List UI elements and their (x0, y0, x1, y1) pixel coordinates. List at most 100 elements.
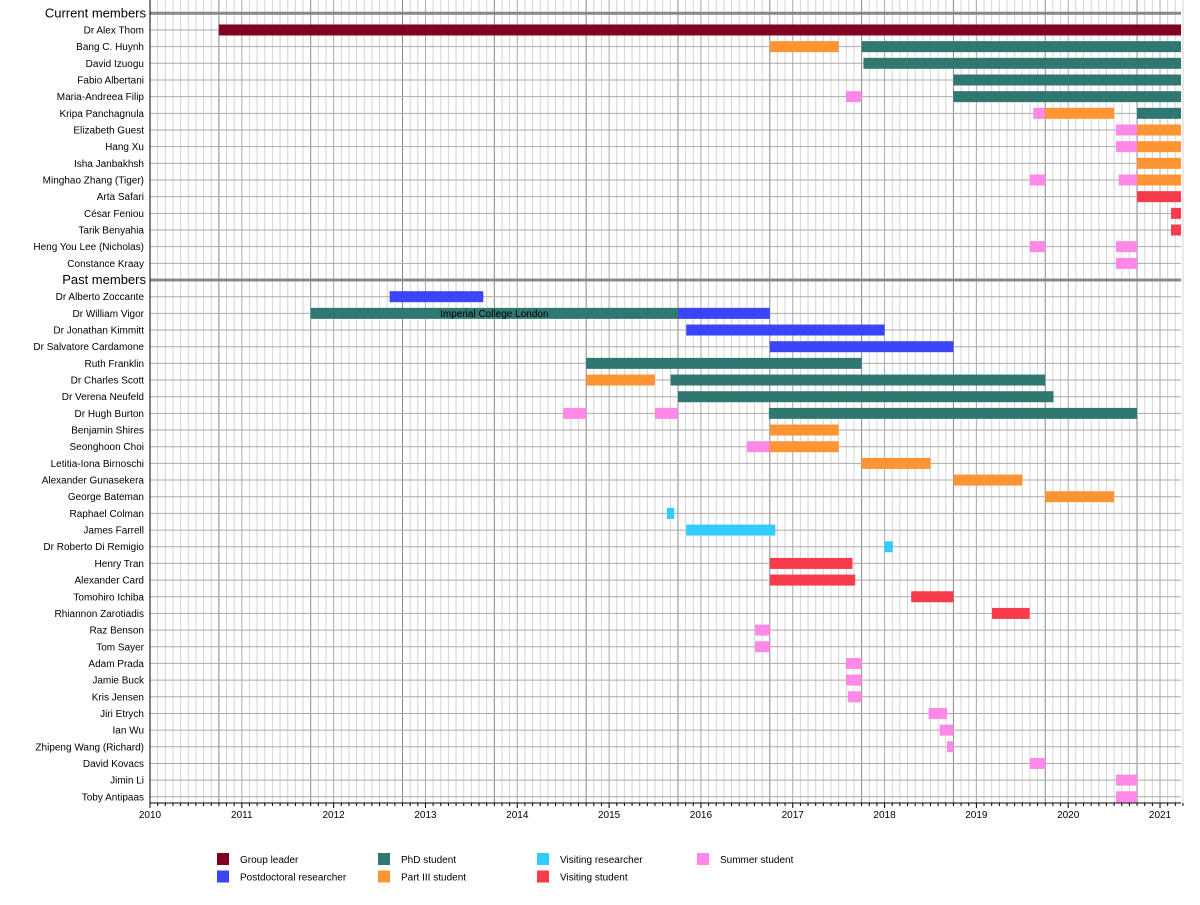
member-name: César Feniou (84, 209, 144, 220)
bar-visiting-researcher (686, 524, 776, 536)
member-name: Letitia-Iona Birnoschi (51, 459, 144, 470)
bar-part3 (1045, 491, 1115, 503)
member-name: Adam Prada (88, 659, 144, 670)
member-name: George Bateman (68, 492, 144, 503)
member-name: Jamie Buck (92, 676, 145, 687)
member-name: James Farrell (83, 526, 144, 537)
bar-summer (1115, 141, 1138, 153)
bar-phd (310, 307, 678, 319)
bar-summer (755, 641, 770, 653)
legend-swatch-visiting-student (537, 870, 549, 883)
member-name: Henry Tran (95, 559, 144, 570)
x-tick-label: 2010 (139, 810, 162, 821)
legend-swatch-postdoc (217, 870, 229, 883)
bar-summer (1115, 124, 1138, 136)
bar-visiting-student (769, 557, 853, 569)
x-tick-label: 2011 (231, 810, 253, 821)
legend-swatch-group-leader (217, 853, 229, 865)
bar-part3 (953, 474, 1023, 486)
bar-part3 (1137, 141, 1181, 153)
bar-phd (861, 41, 1181, 53)
legend-label: Visiting researcher (560, 855, 643, 866)
legend-label: Postdoctoral researcher (240, 873, 347, 884)
bar-summer (1033, 107, 1046, 119)
bar-part3 (769, 441, 839, 453)
bar-summer (1029, 174, 1046, 186)
member-name: Tom Sayer (96, 642, 144, 653)
member-name: Dr Charles Scott (71, 376, 145, 387)
bar-phd (1137, 107, 1181, 119)
bar-summer (1115, 774, 1138, 786)
member-name: Zhipeng Wang (Richard) (35, 742, 144, 753)
member-name: Alexander Card (75, 576, 144, 587)
member-name: Ruth Franklin (85, 359, 144, 370)
bar-summer (845, 674, 862, 686)
member-name: Alexander Gunasekera (42, 476, 145, 487)
bar-phd (953, 74, 1181, 86)
bar-summer (939, 724, 954, 736)
bar-phd (768, 407, 1138, 419)
member-name: Minghao Zhang (Tiger) (43, 176, 144, 187)
bar-visiting-student (911, 591, 954, 603)
bar-part3 (1137, 157, 1181, 169)
bar-part3 (769, 41, 839, 53)
bar-summer (1029, 241, 1046, 253)
bar-part3 (1137, 174, 1181, 186)
x-tick-label: 2021 (1149, 810, 1172, 821)
member-name: Maria-Andreea Filip (57, 92, 145, 103)
member-name: Arta Safari (97, 192, 144, 203)
bar-part3 (1137, 124, 1181, 136)
legend-label: Group leader (240, 855, 299, 866)
x-tick-label: 2012 (323, 810, 346, 821)
bar-summer (1118, 174, 1138, 186)
bar-phd (670, 374, 1046, 386)
x-tick-label: 2014 (506, 810, 529, 821)
member-name: Bang C. Huynh (76, 42, 144, 53)
group-header: Current members (45, 5, 147, 20)
bar-postdoc (769, 341, 954, 353)
member-name: Jimin Li (110, 776, 144, 787)
x-tick-label: 2020 (1057, 810, 1080, 821)
bar-group-leader (218, 24, 1182, 36)
member-name: Elizabeth Guest (73, 125, 144, 136)
bar-part3 (861, 457, 931, 469)
bar-summer (928, 707, 947, 719)
member-name: Heng You Lee (Nicholas) (33, 242, 144, 253)
member-name: Hang Xu (105, 142, 144, 153)
group-header: Past members (62, 272, 146, 287)
bar-part3 (1045, 107, 1115, 119)
bar-postdoc (677, 307, 770, 319)
x-tick-label: 2016 (690, 810, 713, 821)
bar-phd (863, 57, 1181, 69)
bar-postdoc (389, 291, 484, 303)
x-tick-label: 2019 (965, 810, 988, 821)
legend-label: Visiting student (560, 873, 628, 884)
bar-visiting-student (1171, 207, 1181, 219)
bar-summer (755, 624, 770, 636)
bar-visiting-student (991, 607, 1030, 619)
legend-label: Summer student (720, 855, 794, 866)
member-name: Dr William Vigor (73, 309, 145, 320)
member-name: Dr Salvatore Cardamone (33, 342, 144, 353)
bar-summer (563, 407, 587, 419)
member-name: Tarik Benyahia (78, 226, 144, 237)
member-name: Kripa Panchagnula (59, 109, 144, 120)
bar-phd (586, 357, 862, 369)
legend-swatch-phd (378, 853, 390, 865)
member-name: Tomohiro Ichiba (73, 592, 144, 603)
bar-summer (845, 657, 862, 669)
member-name: Kris Jensen (92, 692, 144, 703)
member-name: Seonghoon Choi (69, 442, 144, 453)
member-name: Dr Alberto Zoccante (56, 292, 145, 303)
bar-part3 (769, 424, 839, 436)
legend-swatch-visiting-researcher (537, 853, 549, 865)
legend-swatch-part3 (378, 870, 390, 883)
bar-part3 (586, 374, 656, 386)
member-name: Isha Janbakhsh (74, 159, 144, 170)
x-tick-label: 2015 (598, 810, 621, 821)
member-name: Benjamin Shires (71, 426, 144, 437)
bar-summer (946, 741, 954, 753)
member-name: Rhiannon Zarotiadis (55, 609, 145, 620)
member-name: Ian Wu (113, 726, 145, 737)
bar-visiting-student (1137, 191, 1181, 203)
